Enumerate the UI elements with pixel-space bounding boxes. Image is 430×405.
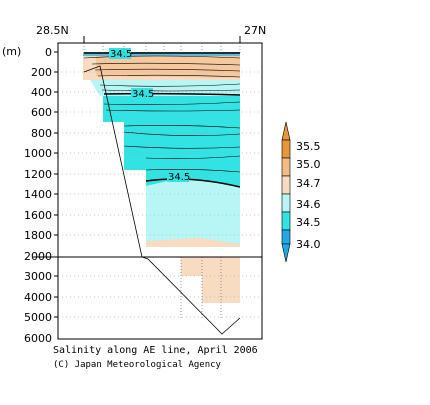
- y-tick-4000: 4000: [24, 291, 52, 304]
- plot-frame: [57, 42, 263, 340]
- colorbar-swatch-34.0: [281, 229, 291, 245]
- colorbar-top-arrow: [281, 121, 291, 141]
- y-tick-1400: 1400: [24, 188, 52, 201]
- colorbar-swatch-35.0: [281, 157, 291, 177]
- y-unit-label: (m): [2, 45, 21, 58]
- mask-left: [103, 122, 124, 170]
- caption-title: Salinity along AE line, April 2006: [53, 345, 258, 356]
- y-tick-0: 0: [45, 46, 52, 59]
- fill-deep-1: [181, 257, 240, 276]
- y-tick-5000: 5000: [24, 311, 52, 324]
- lower-section: [181, 257, 240, 303]
- mask-left-2: [124, 170, 146, 190]
- fill-35.0-band: [96, 56, 240, 78]
- colorbar-label-34.7: 34.7: [296, 177, 321, 190]
- y-tick-400: 400: [31, 86, 52, 99]
- y-ticks: [54, 51, 58, 318]
- y-tick-1000: 1000: [24, 147, 52, 160]
- y-tick-6000: 6000: [24, 332, 52, 345]
- colorbar-bottom-arrow: [281, 243, 291, 263]
- colorbar-swatch-35.5: [281, 139, 291, 159]
- contour-34.5-mid: [103, 92, 241, 96]
- contour-lines: [83, 55, 241, 173]
- colorbar: 35.5 35.0 34.7 34.6 34.5 34.0: [281, 121, 321, 263]
- contour-label-2: 34.5: [131, 88, 154, 100]
- y-tick-600: 600: [31, 106, 52, 119]
- contour-label-1: 34.5: [109, 48, 132, 60]
- colorbar-label-34.6: 34.6: [296, 198, 321, 211]
- y-tick-3000: 3000: [24, 270, 52, 283]
- colorbar-label-34.0: 34.0: [296, 238, 321, 251]
- y-tick-2000: 2000: [24, 250, 52, 263]
- station-lines: [83, 43, 241, 320]
- seafloor-outline: [83, 65, 241, 335]
- caption-credit: (C) Japan Meteorological Agency: [53, 360, 222, 370]
- colorbar-swatch-34.7: [281, 175, 291, 195]
- fill-34.7-bottom: [146, 238, 240, 247]
- y-tick-1800: 1800: [24, 229, 52, 242]
- colorbar-label-35.0: 35.0: [296, 158, 321, 171]
- y-tick-200: 200: [31, 66, 52, 79]
- contour-label-text-3: 34.5: [168, 172, 190, 183]
- y-tick-1200: 1200: [24, 168, 52, 181]
- y-tick-1600: 1600: [24, 209, 52, 222]
- colorbar-swatch-34.5: [281, 211, 291, 231]
- top-label-right: 27N: [244, 24, 266, 37]
- colorbar-swatch-34.6: [281, 193, 291, 213]
- y-tick-labels: 0 200 400 600 800 1000 1200 1400 1600 18…: [24, 46, 52, 345]
- y-tick-800: 800: [31, 127, 52, 140]
- fill-34.6-lower: [146, 178, 240, 245]
- top-label-left: 28.5N: [36, 24, 69, 37]
- contour-label-3: 34.5: [167, 171, 190, 183]
- contour-label-text-2: 34.5: [132, 89, 154, 100]
- colorbar-label-35.5: 35.5: [296, 140, 321, 153]
- fill-deep-2: [202, 276, 240, 303]
- contour-label-text-1: 34.5: [110, 49, 132, 60]
- colorbar-label-34.5: 34.5: [296, 216, 321, 229]
- contour-34.5-deep: [145, 178, 241, 188]
